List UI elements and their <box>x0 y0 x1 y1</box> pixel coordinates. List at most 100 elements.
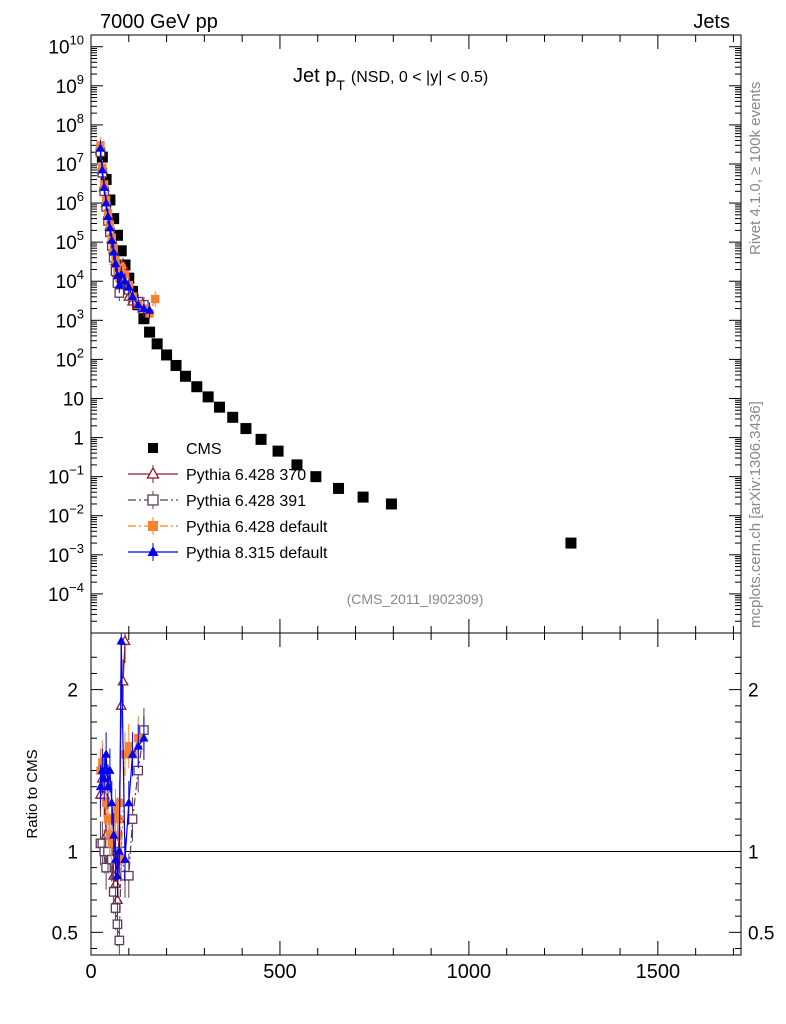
data-point <box>357 491 369 503</box>
ratio-point <box>107 839 116 848</box>
ratio-point <box>127 749 138 758</box>
data-point <box>115 245 127 257</box>
data-point <box>97 164 107 174</box>
data-point <box>213 401 225 413</box>
legend-entry: Pythia 6.428 370 <box>128 465 306 484</box>
ratio-point <box>120 750 130 759</box>
legend-label: Pythia 6.428 default <box>186 519 328 536</box>
data-point <box>111 229 123 241</box>
analysis-tag: (CMS_2011_I902309) <box>347 591 484 607</box>
ratio-tick-label-right: 0.5 <box>748 923 774 944</box>
title-extra: (NSD, 0 < |y| < 0.5) <box>351 69 488 86</box>
y-tick-label: 10−4 <box>48 580 84 606</box>
x-axis: 0 500 1000 1500 <box>85 35 734 983</box>
data-point <box>114 279 124 289</box>
ratio-tick-label-left: 2 <box>67 681 78 702</box>
ratio-point <box>108 887 119 897</box>
ratio-point <box>124 742 133 751</box>
legend-label: Pythia 6.428 391 <box>186 493 306 510</box>
data-point <box>240 423 252 435</box>
ratio-y-axis: 0.5 0.5 1 1 2 2 <box>52 656 774 950</box>
ratio-point <box>120 854 130 863</box>
ratio-tick-label-right: 2 <box>748 681 759 702</box>
top-panel-frame <box>90 34 742 634</box>
data-point <box>109 247 119 256</box>
series-0 <box>96 151 577 549</box>
ratio-panel-frame <box>90 632 742 956</box>
ratio-point <box>107 797 117 807</box>
chart-title: Jet pT (NSD, 0 < |y| < 0.5) <box>293 65 488 93</box>
ratio-point <box>101 862 111 873</box>
series-4 <box>95 140 155 319</box>
y-tick-label: 10−2 <box>48 502 84 528</box>
ratio-point <box>103 846 113 857</box>
ratio-point <box>101 749 111 758</box>
data-point <box>96 151 108 163</box>
data-point <box>179 370 191 382</box>
y-tick-label: 103 <box>56 306 84 332</box>
y-tick-label: 109 <box>56 72 84 98</box>
data-point <box>227 411 239 423</box>
y-tick-label: 106 <box>56 189 84 215</box>
ratio-point <box>133 741 143 750</box>
y-tick-label: 108 <box>56 111 84 137</box>
ratio-tick-label-left: 0.5 <box>52 923 78 944</box>
y-tick-label: 10−3 <box>48 541 84 567</box>
top-panel-data <box>94 137 577 549</box>
data-point <box>101 198 111 207</box>
ratio-tick-label-left: 1 <box>67 842 78 863</box>
legend-entry: Pythia 6.428 default <box>128 517 328 536</box>
legend-marker <box>148 443 158 453</box>
data-point <box>151 338 163 350</box>
legend-marker <box>147 494 159 506</box>
y-tick-label: 1010 <box>48 33 84 59</box>
data-point <box>272 445 284 457</box>
ratio-point <box>99 773 109 782</box>
ratio-series-4 <box>95 633 149 898</box>
x-tick-label: 500 <box>263 961 296 983</box>
header-beam-label: 7000 GeV pp <box>100 11 218 33</box>
ratio-panel-data <box>94 633 149 955</box>
legend-entry: Pythia 8.315 default <box>128 543 328 562</box>
y-tick-label: 10 <box>63 389 84 410</box>
data-point <box>139 303 149 312</box>
ratio-y-label: Ratio to CMS <box>24 749 41 838</box>
legend-entry: Pythia 6.428 391 <box>128 491 306 510</box>
ratio-point <box>112 919 123 930</box>
data-point <box>138 313 150 325</box>
data-point <box>105 222 115 232</box>
legend-marker <box>148 521 158 531</box>
data-point <box>99 182 109 191</box>
data-point <box>170 359 182 371</box>
ratio-tick-label-right: 1 <box>748 842 759 863</box>
y-tick-label: 105 <box>56 228 84 254</box>
data-point <box>565 537 577 549</box>
x-tick-label: 1000 <box>447 961 492 983</box>
y-tick-label: 107 <box>56 150 84 176</box>
data-point <box>291 459 303 471</box>
y-tick-label: 104 <box>56 267 84 293</box>
y-tick-label: 10−1 <box>48 463 84 489</box>
ratio-point <box>103 814 113 824</box>
ratio-point <box>117 675 129 686</box>
header-category-label: Jets <box>693 11 730 33</box>
data-point <box>95 143 106 152</box>
legend-marker <box>147 546 159 556</box>
ratio-point <box>110 903 121 913</box>
data-point <box>103 211 113 220</box>
ratio-point <box>112 870 123 880</box>
data-point <box>385 498 397 510</box>
data-point <box>255 433 267 445</box>
legend-label: CMS <box>186 441 222 458</box>
ratio-point <box>109 830 119 839</box>
data-point <box>191 381 203 393</box>
x-tick-label: 1500 <box>636 961 681 983</box>
ratio-point <box>101 798 111 808</box>
ratio-point <box>105 765 115 774</box>
mcplots-reference-label: mcplots.cern.ch [arXiv:1306.3436] <box>747 401 764 628</box>
ratio-point <box>139 733 149 742</box>
title-main: Jet p <box>293 65 336 87</box>
data-point <box>110 258 121 268</box>
ratio-point <box>123 870 134 881</box>
